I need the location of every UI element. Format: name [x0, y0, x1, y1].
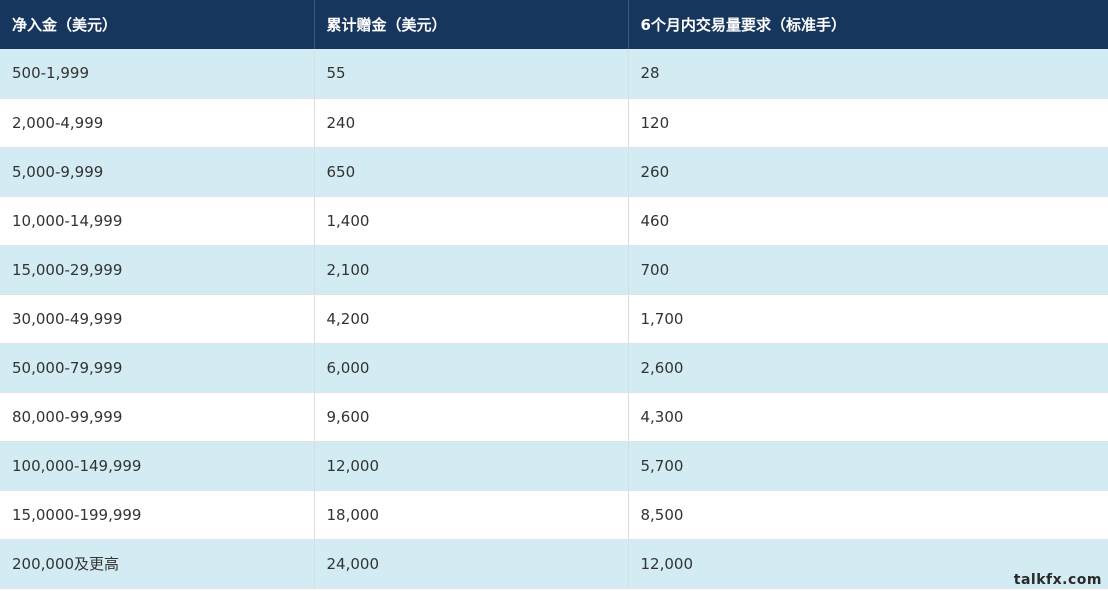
table-row: 50,000-79,999 6,000 2,600 — [0, 343, 1108, 393]
table-row: 15,0000-199,999 18,000 8,500 — [0, 490, 1108, 540]
table-row: 10,000-14,999 1,400 460 — [0, 196, 1108, 246]
bonus-cell: 6,000 — [314, 343, 629, 393]
net-deposit-cell: 15,000-29,999 — [0, 245, 315, 295]
table-row: 2,000-4,999 240 120 — [0, 98, 1108, 148]
net-deposit-cell: 30,000-49,999 — [0, 294, 315, 344]
table-row: 5,000-9,999 650 260 — [0, 147, 1108, 197]
net-deposit-cell: 10,000-14,999 — [0, 196, 315, 246]
column-header-cumulative-bonus: 累计赠金（美元） — [314, 0, 629, 49]
volume-cell: 1,700 — [628, 294, 1108, 344]
net-deposit-cell: 50,000-79,999 — [0, 343, 315, 393]
column-header-net-deposit: 净入金（美元） — [0, 0, 315, 49]
table-row: 15,000-29,999 2,100 700 — [0, 245, 1108, 295]
bonus-cell: 2,100 — [314, 245, 629, 295]
volume-cell: 28 — [628, 49, 1108, 99]
bonus-cell: 12,000 — [314, 441, 629, 491]
net-deposit-cell: 15,0000-199,999 — [0, 490, 315, 540]
volume-cell: 12,000 — [628, 539, 1108, 589]
table-row: 80,000-99,999 9,600 4,300 — [0, 392, 1108, 442]
watermark: talkfx.com — [1013, 572, 1102, 588]
net-deposit-cell: 80,000-99,999 — [0, 392, 315, 442]
net-deposit-cell: 2,000-4,999 — [0, 98, 315, 148]
volume-cell: 460 — [628, 196, 1108, 246]
table-row: 30,000-49,999 4,200 1,700 — [0, 294, 1108, 344]
table-header: 净入金（美元） 累计赠金（美元） 6个月内交易量要求（标准手） — [0, 0, 1108, 49]
bonus-cell: 1,400 — [314, 196, 629, 246]
table-body: 500-1,999 55 28 2,000-4,999 240 120 5,00… — [0, 49, 1108, 589]
volume-cell: 2,600 — [628, 343, 1108, 393]
volume-cell: 5,700 — [628, 441, 1108, 491]
net-deposit-cell: 5,000-9,999 — [0, 147, 315, 197]
bonus-cell: 9,600 — [314, 392, 629, 442]
volume-cell: 4,300 — [628, 392, 1108, 442]
net-deposit-cell: 100,000-149,999 — [0, 441, 315, 491]
net-deposit-cell: 500-1,999 — [0, 49, 315, 99]
bonus-cell: 4,200 — [314, 294, 629, 344]
table-row: 200,000及更高 24,000 12,000 — [0, 539, 1108, 589]
volume-cell: 8,500 — [628, 490, 1108, 540]
bonus-cell: 18,000 — [314, 490, 629, 540]
bonus-cell: 650 — [314, 147, 629, 197]
bonus-cell: 55 — [314, 49, 629, 99]
table-row: 100,000-149,999 12,000 5,700 — [0, 441, 1108, 491]
table-row: 500-1,999 55 28 — [0, 49, 1108, 99]
bonus-cell: 24,000 — [314, 539, 629, 589]
net-deposit-cell: 200,000及更高 — [0, 539, 315, 589]
header-row: 净入金（美元） 累计赠金（美元） 6个月内交易量要求（标准手） — [0, 0, 1108, 49]
volume-cell: 120 — [628, 98, 1108, 148]
column-header-volume-requirement: 6个月内交易量要求（标准手） — [628, 0, 1108, 49]
bonus-cell: 240 — [314, 98, 629, 148]
volume-cell: 700 — [628, 245, 1108, 295]
volume-cell: 260 — [628, 147, 1108, 197]
